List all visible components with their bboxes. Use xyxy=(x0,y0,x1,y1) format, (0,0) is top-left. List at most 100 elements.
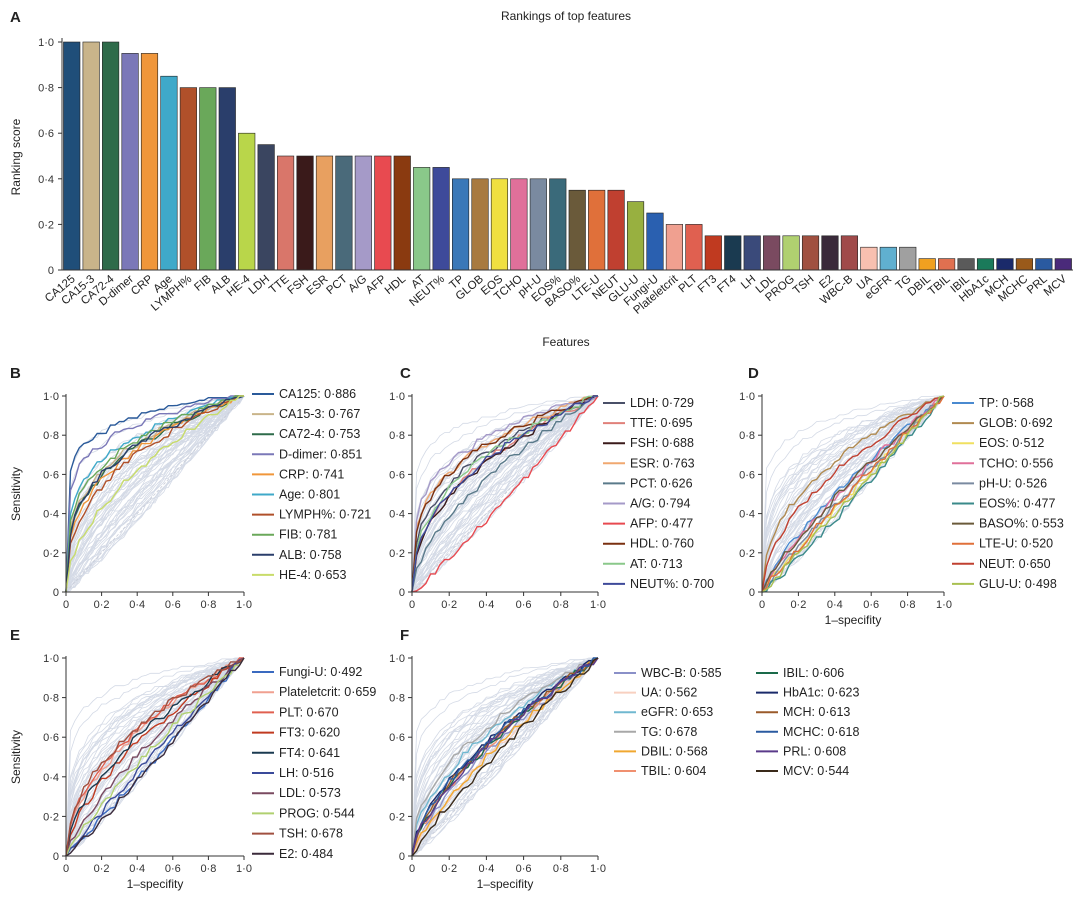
bar-ibil xyxy=(957,258,975,271)
legend-label: CA125: 0·886 xyxy=(279,387,356,401)
bar-lh xyxy=(743,235,761,271)
legend-item: ESR: 0·763 xyxy=(603,456,695,470)
highlighted-roc-curves xyxy=(65,657,245,857)
legend-label: PRL: 0·608 xyxy=(783,744,846,758)
legend-label: EOS%: 0·477 xyxy=(979,497,1055,511)
x-tick-label: HDL xyxy=(383,273,409,297)
legend-label: FIB: 0·781 xyxy=(279,528,337,542)
bar-eos xyxy=(490,178,509,271)
legend-label: AFP: 0·477 xyxy=(630,517,693,531)
background-curve xyxy=(411,395,599,593)
roc-curve-ft3 xyxy=(65,657,245,857)
legend-item: FSH: 0·688 xyxy=(603,436,694,450)
roc-curve-prl xyxy=(411,657,599,857)
legend-label: CA15-3: 0·767 xyxy=(279,407,360,421)
roc-curve-at xyxy=(411,395,599,593)
background-curve xyxy=(411,395,599,593)
x-tick-label: FT4 xyxy=(715,273,739,296)
y-axis-title: Ranking score xyxy=(9,118,23,195)
background-curve xyxy=(411,395,599,593)
legend-label: LH: 0·516 xyxy=(279,766,334,780)
bar-neut- xyxy=(432,167,450,271)
background-curve xyxy=(761,395,945,593)
legend-label: FSH: 0·688 xyxy=(630,436,694,450)
y-tick-label: 0·2 xyxy=(43,811,59,823)
legend-label: WBC-B: 0·585 xyxy=(641,666,722,680)
legend-item: MCH: 0·613 xyxy=(756,705,850,719)
panel-b-roc-chart: B 00 0·2 0·2 0·4 0·4 0·6 0·6 0·8 0·8 1·0 1·0 Sensiti… xyxy=(9,365,371,611)
bar-hba1c xyxy=(976,258,995,271)
background-curve xyxy=(65,657,245,857)
x-tick-label: 1·0 xyxy=(236,863,252,875)
y-tick-label: 0·6 xyxy=(43,732,59,744)
legend-label: NEUT%: 0·700 xyxy=(630,577,714,591)
legend-item: HE-4: 0·653 xyxy=(252,568,346,582)
legend-item: FIB: 0·781 xyxy=(252,528,337,542)
roc-curve-dbil xyxy=(411,657,599,857)
background-curve xyxy=(411,657,599,857)
bar-age xyxy=(160,75,178,271)
panel-e-letter: E xyxy=(10,627,20,644)
bar-ca72-4 xyxy=(102,41,120,271)
y-tick-label: 0·2 xyxy=(739,548,755,560)
y-tick-label: 0·2 xyxy=(389,811,405,823)
legend-label: MCV: 0·544 xyxy=(783,764,849,778)
legend-label: PLT: 0·670 xyxy=(279,705,339,719)
legend: CA125: 0·886 CA15-3: 0·767 CA72-4: 0·753 D-… xyxy=(252,387,371,582)
background-curve xyxy=(761,395,945,593)
legend-label: A/G: 0·794 xyxy=(630,497,690,511)
background-curve xyxy=(65,657,245,857)
legend-item: LTE-U: 0·520 xyxy=(952,537,1053,551)
bar-ph-u xyxy=(529,178,547,271)
background-curve xyxy=(411,395,599,593)
bar-dbil xyxy=(918,258,936,271)
legend-item: Plateletcrit: 0·659 xyxy=(252,685,376,699)
bar-ca15-3 xyxy=(82,41,100,271)
roc-curve-a-g xyxy=(411,395,599,593)
x-tick-label: TSH xyxy=(791,273,816,297)
legend-item: Fungi-U: 0·492 xyxy=(252,665,362,679)
roc-curve-pct xyxy=(411,395,599,593)
legend-item: Age: 0·801 xyxy=(252,488,340,502)
legend-item: NEUT%: 0·700 xyxy=(603,577,714,591)
legend-item: CA15-3: 0·767 xyxy=(252,407,360,421)
y-tick-label: 1·0 xyxy=(38,37,54,49)
bar-prl xyxy=(1035,258,1053,271)
y-tick-label: 0·6 xyxy=(43,469,59,481)
legend: WBC-B: 0·585 UA: 0·562 eGFR: 0·653 TG: 0·67… xyxy=(614,666,859,778)
background-curve xyxy=(411,657,599,857)
background-curve xyxy=(761,395,945,593)
bar-tcho xyxy=(510,178,528,271)
y-tick-label: 0·8 xyxy=(389,693,405,705)
background-curve xyxy=(411,657,599,857)
roc-curve-afp xyxy=(411,395,599,593)
roc-curve-e2 xyxy=(65,657,245,857)
background-curve xyxy=(411,395,599,593)
legend-label: LTE-U: 0·520 xyxy=(979,537,1053,551)
y-tick-label: 1·0 xyxy=(389,653,405,665)
chart-title: Rankings of top features xyxy=(501,9,631,23)
legend-label: UA: 0·562 xyxy=(641,686,697,700)
legend-item: A/G: 0·794 xyxy=(603,497,690,511)
legend-item: FT4: 0·641 xyxy=(252,746,340,760)
bar-alb xyxy=(218,87,236,271)
background-curve xyxy=(411,395,599,593)
roc-curve-plt xyxy=(65,657,244,857)
roc-panels: B000·20·20·40·40·60·60·80·81·01·0Sensiti… xyxy=(9,365,1064,891)
background-curve xyxy=(761,395,945,593)
x-tick-label: 0·6 xyxy=(516,599,532,611)
legend-label: AT: 0·713 xyxy=(630,557,683,571)
roc-curve-ldl xyxy=(65,657,245,857)
background-curve xyxy=(65,395,245,593)
panel-c-letter: C xyxy=(400,365,411,382)
bar-egfr xyxy=(879,246,897,271)
bar-fungi-u xyxy=(646,212,664,271)
bar-ft4 xyxy=(724,235,742,271)
background-curve xyxy=(65,395,245,593)
legend-label: PCT: 0·626 xyxy=(630,476,693,490)
y-tick-label: 0 xyxy=(399,587,405,599)
background-curve xyxy=(411,395,599,593)
legend-item: IBIL: 0·606 xyxy=(756,666,844,680)
legend-item: LYMPH%: 0·721 xyxy=(252,508,371,522)
